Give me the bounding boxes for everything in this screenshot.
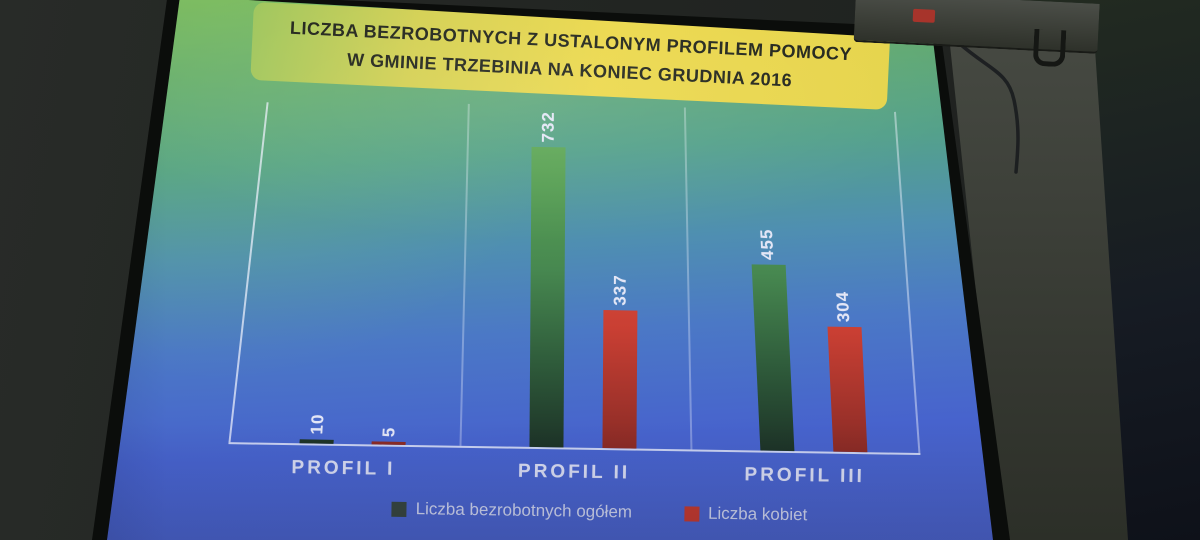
legend-item: Liczba kobiet xyxy=(683,503,808,525)
bar xyxy=(299,439,334,444)
bar xyxy=(751,264,795,452)
casing-red-label xyxy=(912,8,936,23)
bar-with-label: 10 xyxy=(299,413,335,444)
bar-with-label: 455 xyxy=(750,228,795,452)
bar-group: 455 304 xyxy=(690,107,926,453)
legend-swatch xyxy=(683,505,700,522)
screen-hook xyxy=(1032,28,1067,68)
category-label: PROFIL I xyxy=(291,457,396,480)
bar-value-label: 732 xyxy=(538,110,559,143)
bar xyxy=(371,441,406,445)
bar-with-label: 5 xyxy=(371,426,407,445)
bar-group: 10 5 xyxy=(229,100,465,446)
bar-value-label: 337 xyxy=(610,273,630,306)
bar-groups: 10 5 732 337 455 304 xyxy=(229,100,926,453)
bar-group: 732 337 xyxy=(459,104,695,450)
bar-value-label: 455 xyxy=(756,228,778,260)
category-label: PROFIL II xyxy=(517,460,631,484)
bar-value-label: 10 xyxy=(306,413,328,435)
bar-with-label: 337 xyxy=(602,273,638,449)
bar xyxy=(529,146,566,448)
category-axis-labels: PROFIL I PROFIL II PROFIL III xyxy=(228,456,920,489)
chart-legend: Liczba bezrobotnych ogółem Liczba kobiet xyxy=(253,497,945,528)
bar xyxy=(602,310,638,449)
legend-label: Liczba kobiet xyxy=(707,503,808,525)
bar-value-label: 304 xyxy=(832,290,853,322)
plot-area: 10 5 732 337 455 304 xyxy=(228,100,926,456)
bar-value-label: 5 xyxy=(379,426,400,437)
bar-with-label: 304 xyxy=(825,290,868,453)
legend-label: Liczba bezrobotnych ogółem xyxy=(415,499,633,522)
legend-item: Liczba bezrobotnych ogółem xyxy=(391,499,632,523)
legend-swatch xyxy=(391,501,407,517)
bar-chart: 10 5 732 337 455 304 PROFIL I PROFIL II PROFIL … xyxy=(213,92,935,540)
bar xyxy=(827,326,868,453)
category-label: PROFIL III xyxy=(744,464,866,488)
bar-with-label: 732 xyxy=(529,110,566,448)
